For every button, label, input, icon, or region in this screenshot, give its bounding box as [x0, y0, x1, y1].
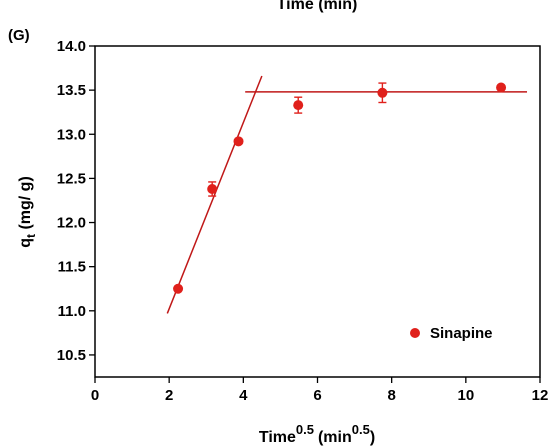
y-tick-label: 13.5 [57, 82, 86, 99]
x-tick-label: 4 [239, 387, 248, 404]
data-point [173, 283, 184, 294]
y-tick-label: 11.5 [58, 259, 86, 276]
fit-line [166, 75, 263, 314]
x-tick-label: 8 [387, 387, 395, 404]
data-points [173, 82, 507, 294]
x-tick-label: 10 [457, 387, 474, 404]
data-point [207, 183, 218, 194]
data-point [496, 82, 507, 93]
top-cut-title: Time (min) [277, 0, 358, 13]
y-tick-label: 12.5 [57, 170, 86, 187]
y-tick-label: 10.5 [57, 347, 86, 364]
y-tick-label: 11.0 [58, 303, 86, 320]
x-axis-label: Time0.5 (min0.5) [259, 422, 375, 446]
data-point [233, 136, 244, 147]
y-axis-label: qt (mg/ g) [17, 176, 38, 248]
data-point [377, 87, 388, 98]
legend-marker [410, 328, 420, 338]
x-tick-label: 12 [532, 387, 549, 404]
y-tick-label: 13.0 [57, 126, 86, 143]
legend: Sinapine [410, 325, 493, 342]
legend-label: Sinapine [430, 325, 493, 342]
panel-label: (G) [8, 27, 30, 44]
x-tick-label: 6 [313, 387, 321, 404]
tick-layer: 0 2 4 6 8 10 12 10.5 11.0 11.5 12.0 12.5 13.0 13.5 14.… [57, 38, 549, 404]
data-point [293, 100, 304, 111]
plot-frame [94, 45, 541, 378]
y-tick-label: 14.0 [57, 38, 86, 55]
y-tick-label: 12.0 [57, 215, 86, 232]
fit-lines [166, 75, 528, 314]
x-tick-label: 0 [91, 387, 99, 404]
x-tick-label: 2 [165, 387, 173, 404]
